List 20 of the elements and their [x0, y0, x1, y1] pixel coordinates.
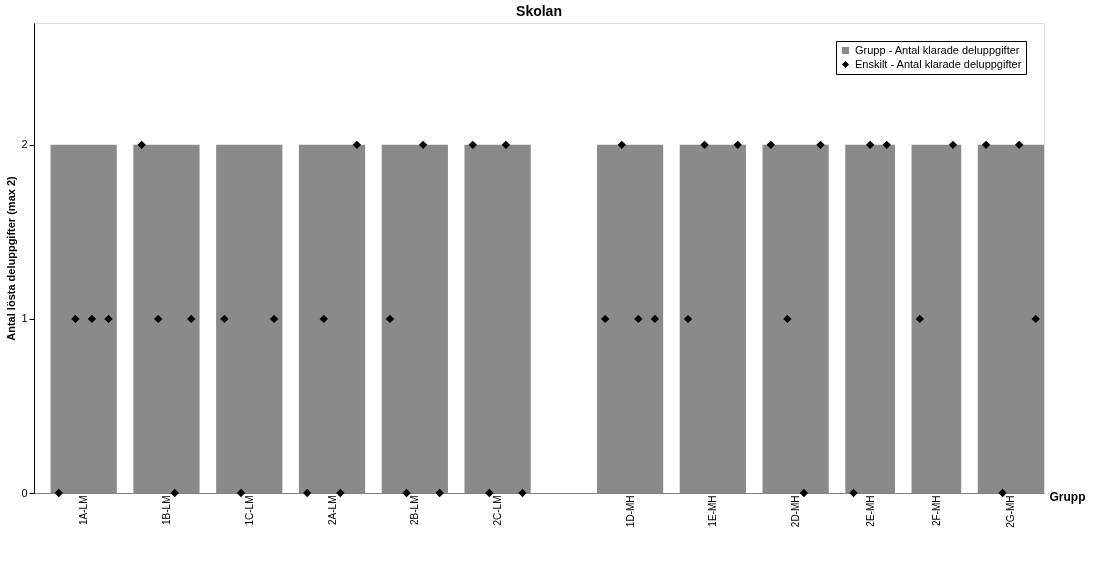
- x-tick-label: 1C-LM: [243, 495, 255, 526]
- chart-title: Skolan: [516, 3, 562, 19]
- x-tick-label: 2B-LM: [409, 495, 421, 525]
- x-tick-label: 2E-MH: [864, 495, 876, 527]
- x-axis-title: Grupp: [1049, 489, 1086, 504]
- x-tick-label: 1E-MH: [707, 495, 719, 527]
- legend-label: Enskilt - Antal klarade deluppgifter: [855, 57, 1022, 70]
- x-tick-label: 1B-LM: [160, 495, 172, 525]
- y-axis-title: Antal lösta deluppgifter (max 2): [5, 175, 18, 341]
- x-tick-label: 2F-MH: [930, 495, 942, 527]
- y-tick-label: 1: [21, 312, 28, 325]
- x-tick-label: 2D-MH: [790, 495, 802, 528]
- x-tick-label: 2C-LM: [492, 495, 504, 526]
- legend-label: Grupp - Antal klarade deluppgifter: [855, 43, 1020, 56]
- x-tick-label: 2G-MH: [1005, 495, 1017, 528]
- x-tick-label: 1A-LM: [78, 495, 90, 525]
- y-tick-label: 0: [21, 486, 28, 499]
- y-tick-label: 2: [21, 138, 28, 151]
- x-tick-label: 1D-MH: [624, 495, 636, 528]
- x-tick-label: 2A-LM: [326, 495, 338, 525]
